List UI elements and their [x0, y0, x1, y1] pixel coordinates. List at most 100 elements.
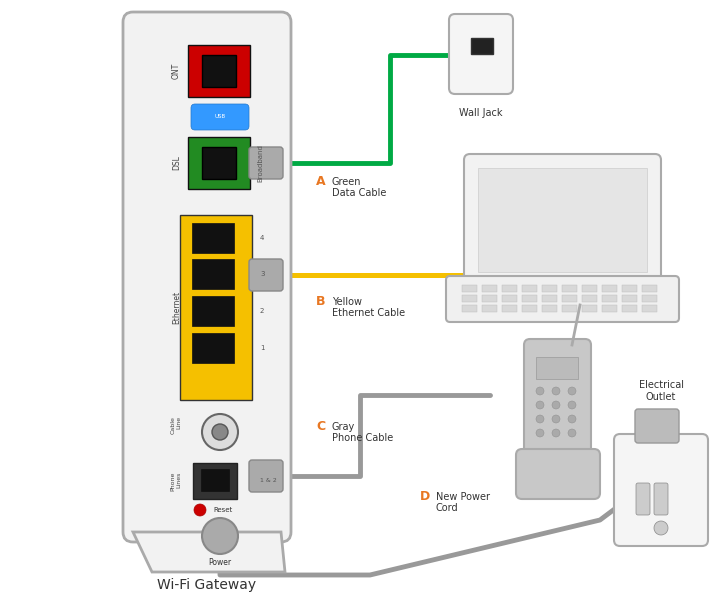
- FancyBboxPatch shape: [635, 409, 679, 443]
- FancyBboxPatch shape: [462, 305, 477, 312]
- Text: Wi-Fi Gateway: Wi-Fi Gateway: [157, 578, 256, 592]
- Circle shape: [552, 429, 560, 437]
- FancyBboxPatch shape: [542, 305, 557, 312]
- Text: 4: 4: [260, 235, 264, 241]
- FancyBboxPatch shape: [192, 296, 234, 326]
- FancyBboxPatch shape: [516, 449, 600, 499]
- Text: New Power: New Power: [436, 492, 490, 502]
- Text: Broadband: Broadband: [257, 144, 263, 182]
- Text: 1 & 2: 1 & 2: [260, 479, 277, 484]
- FancyBboxPatch shape: [502, 295, 517, 302]
- FancyBboxPatch shape: [478, 168, 647, 272]
- Circle shape: [202, 414, 238, 450]
- FancyBboxPatch shape: [202, 55, 236, 87]
- FancyBboxPatch shape: [249, 147, 283, 179]
- Text: DSL: DSL: [172, 156, 181, 170]
- Polygon shape: [133, 532, 285, 572]
- FancyBboxPatch shape: [249, 460, 283, 492]
- Text: ONT: ONT: [172, 63, 181, 79]
- FancyBboxPatch shape: [522, 295, 537, 302]
- Text: Yellow: Yellow: [332, 297, 362, 307]
- Text: B: B: [316, 295, 326, 308]
- FancyBboxPatch shape: [192, 223, 234, 253]
- Text: C: C: [316, 420, 325, 433]
- Text: Ethernet Cable: Ethernet Cable: [332, 308, 405, 318]
- FancyBboxPatch shape: [562, 285, 577, 292]
- FancyBboxPatch shape: [536, 357, 578, 379]
- Text: 1: 1: [260, 345, 264, 351]
- FancyBboxPatch shape: [622, 285, 637, 292]
- FancyBboxPatch shape: [522, 305, 537, 312]
- FancyBboxPatch shape: [582, 305, 597, 312]
- Circle shape: [654, 521, 668, 535]
- Circle shape: [552, 387, 560, 395]
- FancyBboxPatch shape: [502, 305, 517, 312]
- FancyBboxPatch shape: [642, 305, 657, 312]
- Text: Green: Green: [332, 177, 362, 187]
- Circle shape: [568, 401, 576, 409]
- FancyBboxPatch shape: [642, 285, 657, 292]
- FancyBboxPatch shape: [524, 339, 591, 461]
- Circle shape: [568, 387, 576, 395]
- FancyBboxPatch shape: [602, 295, 617, 302]
- Circle shape: [536, 401, 544, 409]
- FancyBboxPatch shape: [462, 295, 477, 302]
- FancyBboxPatch shape: [542, 285, 557, 292]
- Text: Gray: Gray: [332, 422, 355, 432]
- FancyBboxPatch shape: [542, 295, 557, 302]
- FancyBboxPatch shape: [522, 285, 537, 292]
- FancyBboxPatch shape: [642, 295, 657, 302]
- FancyBboxPatch shape: [123, 12, 291, 542]
- Text: D: D: [420, 490, 430, 503]
- Text: 2: 2: [260, 308, 264, 314]
- FancyBboxPatch shape: [462, 285, 477, 292]
- FancyBboxPatch shape: [622, 305, 637, 312]
- FancyBboxPatch shape: [188, 137, 250, 189]
- FancyBboxPatch shape: [582, 295, 597, 302]
- FancyBboxPatch shape: [201, 469, 229, 491]
- Text: Phone Cable: Phone Cable: [332, 433, 393, 443]
- Circle shape: [536, 429, 544, 437]
- Text: Data Cable: Data Cable: [332, 188, 386, 198]
- FancyBboxPatch shape: [654, 483, 668, 515]
- Circle shape: [194, 504, 206, 516]
- FancyBboxPatch shape: [614, 434, 708, 546]
- Circle shape: [568, 415, 576, 423]
- FancyBboxPatch shape: [482, 285, 497, 292]
- Circle shape: [536, 415, 544, 423]
- FancyBboxPatch shape: [562, 305, 577, 312]
- Text: Electrical
Outlet: Electrical Outlet: [638, 380, 684, 402]
- Text: Phone
Lines: Phone Lines: [170, 471, 181, 491]
- FancyBboxPatch shape: [636, 483, 650, 515]
- FancyBboxPatch shape: [502, 285, 517, 292]
- Text: Cable
Line: Cable Line: [170, 416, 181, 434]
- Text: Power: Power: [209, 558, 232, 567]
- Text: Wall Jack: Wall Jack: [459, 108, 503, 118]
- Circle shape: [212, 424, 228, 440]
- FancyBboxPatch shape: [602, 285, 617, 292]
- FancyBboxPatch shape: [202, 147, 236, 179]
- Circle shape: [536, 387, 544, 395]
- Text: Cord: Cord: [436, 503, 458, 513]
- FancyBboxPatch shape: [602, 305, 617, 312]
- FancyBboxPatch shape: [188, 45, 250, 97]
- FancyBboxPatch shape: [562, 295, 577, 302]
- FancyBboxPatch shape: [482, 305, 497, 312]
- Text: 3: 3: [260, 271, 264, 277]
- Circle shape: [552, 401, 560, 409]
- Text: Ethernet: Ethernet: [172, 290, 181, 324]
- Circle shape: [202, 518, 238, 554]
- Text: A: A: [316, 175, 326, 188]
- FancyBboxPatch shape: [482, 295, 497, 302]
- FancyBboxPatch shape: [449, 14, 513, 94]
- FancyBboxPatch shape: [471, 38, 493, 54]
- Circle shape: [552, 415, 560, 423]
- FancyBboxPatch shape: [622, 295, 637, 302]
- FancyBboxPatch shape: [464, 154, 661, 286]
- FancyBboxPatch shape: [249, 259, 283, 291]
- FancyBboxPatch shape: [446, 276, 679, 322]
- Text: USB: USB: [214, 115, 225, 119]
- FancyBboxPatch shape: [193, 463, 237, 499]
- FancyBboxPatch shape: [191, 104, 249, 130]
- FancyBboxPatch shape: [192, 333, 234, 363]
